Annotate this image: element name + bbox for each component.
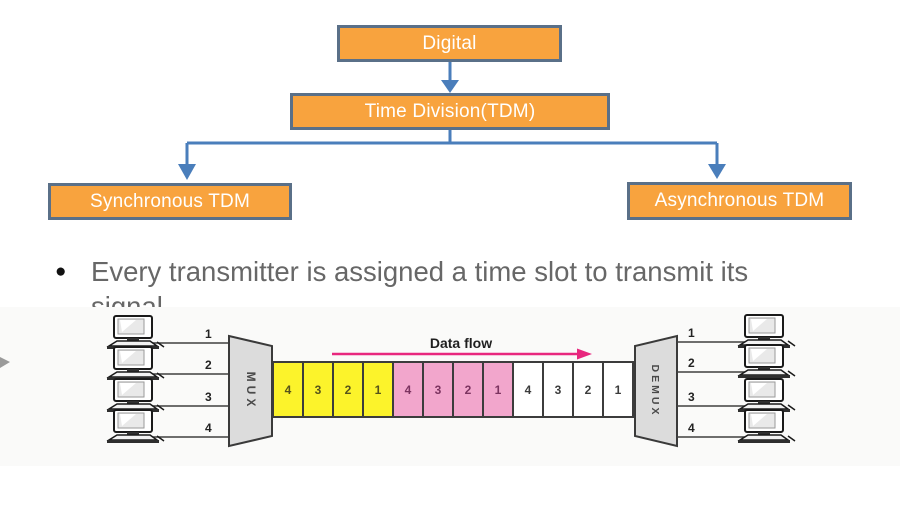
flowchart-connectors [178, 62, 726, 180]
bullet-line-1: Every transmitter is assigned a time slo… [91, 256, 749, 287]
receiver-computers [737, 314, 796, 444]
demux-shape [634, 334, 678, 448]
left-channel-label: 2 [205, 358, 212, 372]
slot-number: 2 [585, 383, 592, 397]
flowchart-node-digital-label: Digital [422, 32, 477, 54]
right-channel-label: 1 [688, 326, 695, 340]
left-channel-label: 3 [205, 390, 212, 404]
flowchart-node-digital: Digital [337, 25, 562, 62]
flowchart-node-time-division-label: Time Division(TDM) [364, 100, 536, 122]
slot-number: 3 [435, 383, 442, 397]
slot-frame-yellow: 4 3 2 1 [272, 361, 394, 418]
slot-number: 4 [285, 383, 292, 397]
flowchart-node-time-division: Time Division(TDM) [290, 93, 610, 130]
slot-number: 1 [615, 383, 622, 397]
bullet-text: Every transmitter is assigned a time slo… [91, 254, 748, 324]
flowchart-node-synchronous-tdm-label: Synchronous TDM [90, 190, 250, 212]
demux-label: DEMUX [649, 365, 661, 418]
bullet-marker: ● [55, 261, 67, 282]
mux-shape [228, 334, 273, 448]
slot-number: 2 [465, 383, 472, 397]
slot-number: 3 [315, 383, 322, 397]
right-channel-label: 2 [688, 356, 695, 370]
slot-frame-white: 4 3 2 1 [512, 361, 634, 418]
demux-output-wires: 1 2 3 4 [677, 326, 755, 438]
prev-slide-arrow-icon[interactable] [0, 357, 10, 368]
data-flow-label: Data flow [430, 335, 492, 351]
slot-number: 1 [375, 383, 382, 397]
mux-input-wires: 1 2 3 4 [140, 327, 229, 438]
tdm-figure-canvas: 1 2 3 4 MUX Data flow [0, 314, 796, 448]
left-channel-label: 4 [205, 421, 212, 435]
left-channel-label: 1 [205, 327, 212, 341]
flowchart-node-asynchronous-tdm-label: Asynchronous TDM [654, 190, 825, 211]
bullet-item: ● Every transmitter is assigned a time s… [55, 254, 845, 324]
right-channel-label: 3 [688, 390, 695, 404]
slot-number: 2 [345, 383, 352, 397]
flowchart-node-synchronous-tdm: Synchronous TDM [48, 183, 292, 220]
transmitter-computers [106, 315, 165, 444]
flowchart-node-asynchronous-tdm: Asynchronous TDM [627, 182, 852, 220]
slot-number: 4 [525, 383, 532, 397]
slot-frame-pink: 4 3 2 1 [392, 361, 514, 418]
slot-number: 3 [555, 383, 562, 397]
tdm-figure: 1 2 3 4 MUX Data flow [0, 307, 900, 466]
mux-label: MUX [244, 372, 258, 411]
slot-number: 4 [405, 383, 412, 397]
slot-number: 1 [495, 383, 502, 397]
right-channel-label: 4 [688, 421, 695, 435]
data-flow-arrow: Data flow [332, 335, 592, 360]
